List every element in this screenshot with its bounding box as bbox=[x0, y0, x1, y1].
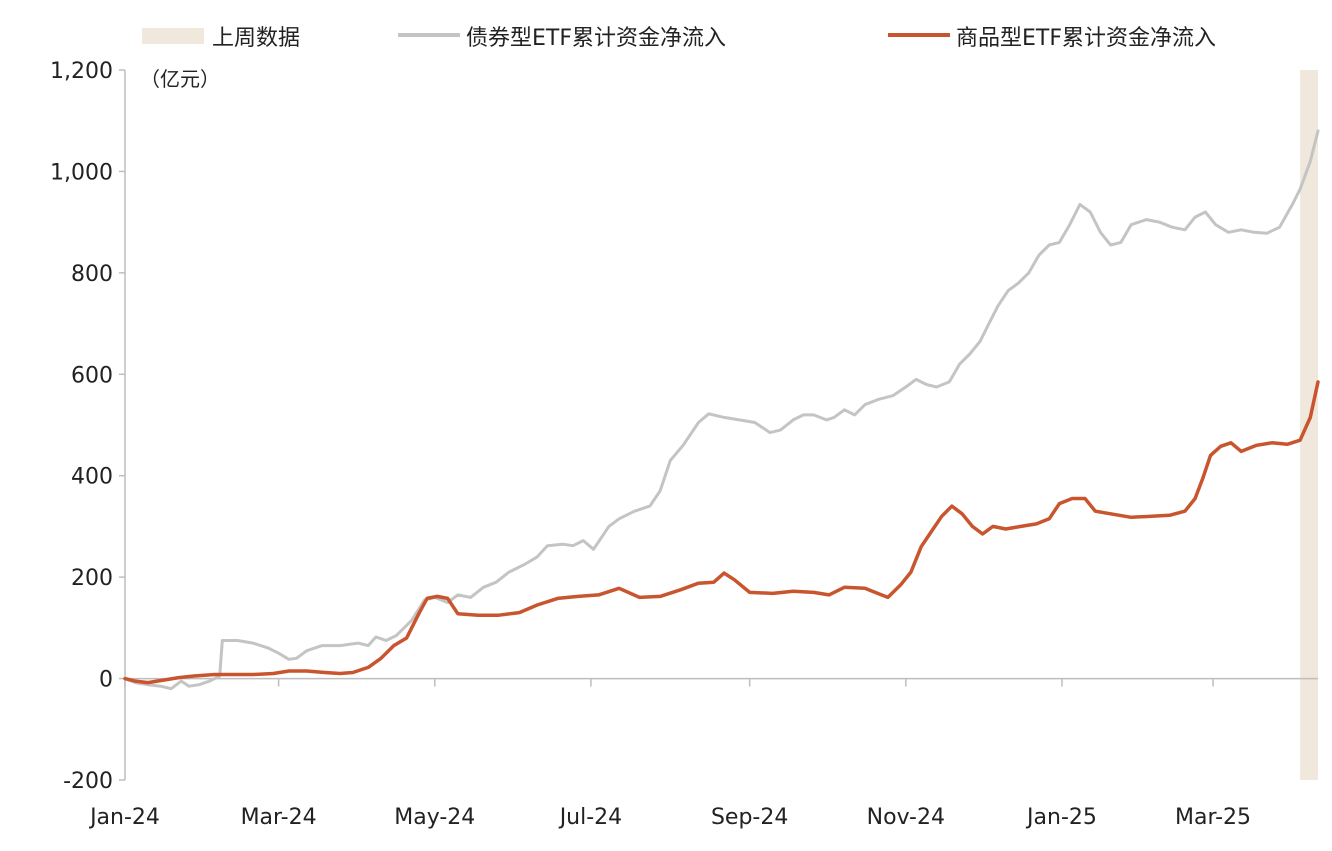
highlight-band-last-week bbox=[1300, 70, 1318, 780]
x-tick-label-Nov-24: Nov-24 bbox=[867, 805, 945, 830]
y-tick-label-600: 600 bbox=[71, 363, 113, 388]
x-tick-label-May-24: May-24 bbox=[394, 805, 475, 830]
y-tick-label-800: 800 bbox=[71, 262, 113, 287]
bond-etf-line bbox=[123, 129, 1320, 691]
legend-label-commodity: 商品型ETF累计资金净流入 bbox=[956, 26, 1216, 51]
x-tick-label-Jul-24: Jul-24 bbox=[558, 805, 622, 830]
unit-label: （亿元） bbox=[140, 67, 220, 91]
x-tick-label-Mar-24: Mar-24 bbox=[241, 805, 317, 830]
y-tick-label-1200: 1,200 bbox=[50, 59, 113, 84]
y-tick-label-200: 200 bbox=[71, 566, 113, 591]
x-tick-label-Jan-24: Jan-24 bbox=[88, 805, 160, 830]
y-tick-label-0: 0 bbox=[99, 668, 113, 693]
legend-swatch-highlight bbox=[142, 28, 204, 44]
y-tick-label-400: 400 bbox=[71, 465, 113, 490]
legend-label-highlight: 上周数据 bbox=[212, 26, 300, 51]
legend-label-bond: 债券型ETF累计资金净流入 bbox=[466, 26, 726, 51]
y-tick-label--200: -200 bbox=[63, 769, 113, 794]
x-tick-label-Sep-24: Sep-24 bbox=[711, 805, 788, 830]
y-tick-label-1000: 1,000 bbox=[50, 160, 113, 185]
legend: 上周数据 债券型ETF累计资金净流入 商品型ETF累计资金净流入 bbox=[142, 26, 1216, 51]
x-tick-label-Mar-25: Mar-25 bbox=[1175, 805, 1251, 830]
commodity-etf-line bbox=[123, 380, 1320, 685]
x-tick-label-Jan-25: Jan-25 bbox=[1025, 805, 1097, 830]
